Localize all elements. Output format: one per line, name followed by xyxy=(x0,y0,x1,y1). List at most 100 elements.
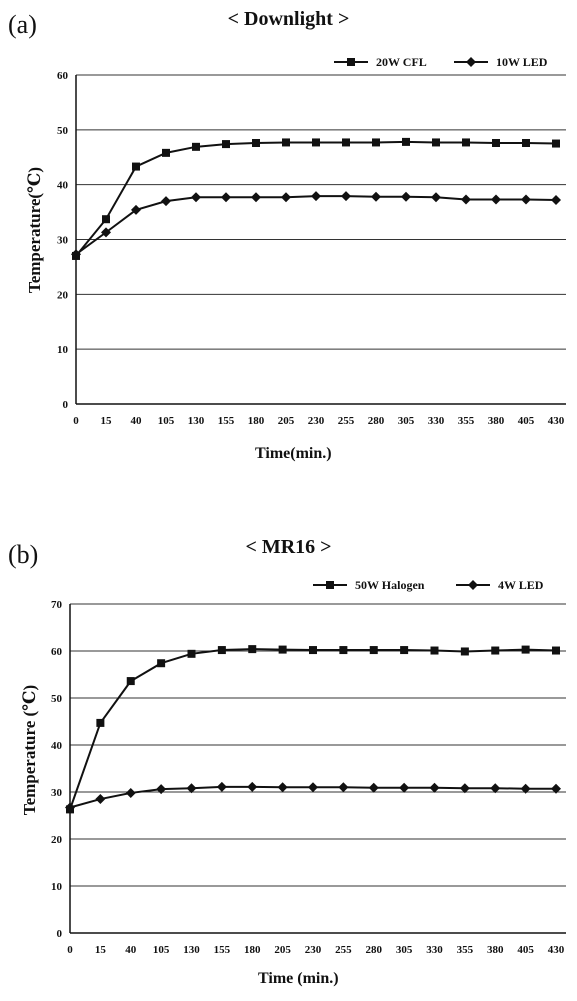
x-tick-label: 380 xyxy=(488,415,505,427)
data-point-square xyxy=(339,646,348,655)
data-point-square xyxy=(282,138,290,147)
x-tick-label: 330 xyxy=(428,415,445,427)
x-tick-label: 430 xyxy=(548,415,565,427)
y-tick-label: 10 xyxy=(51,881,63,893)
panel-label: (a) xyxy=(8,10,37,39)
legend-label: 4W LED xyxy=(498,578,544,592)
data-point-diamond xyxy=(520,783,531,794)
data-point-diamond xyxy=(221,192,231,203)
x-tick-label: 205 xyxy=(274,944,291,956)
data-point-diamond xyxy=(490,783,501,794)
x-tick-label: 230 xyxy=(308,415,325,427)
data-point-diamond xyxy=(156,784,167,795)
legend-marker-diamond xyxy=(466,57,476,67)
x-tick-label: 40 xyxy=(131,415,143,427)
data-point-square xyxy=(222,140,230,149)
data-point-square xyxy=(96,718,105,727)
data-point-diamond xyxy=(186,783,197,794)
x-tick-label: 405 xyxy=(517,944,534,956)
legend-marker-square xyxy=(347,58,355,66)
x-tick-label: 255 xyxy=(335,944,352,956)
chart-title: < MR16 > xyxy=(245,536,332,558)
x-tick-label: 205 xyxy=(278,415,295,427)
data-point-diamond xyxy=(491,194,501,205)
y-tick-label: 60 xyxy=(51,646,63,658)
data-point-diamond xyxy=(125,787,136,798)
x-tick-label: 355 xyxy=(457,944,474,956)
x-tick-label: 180 xyxy=(244,944,261,956)
x-tick-label: 105 xyxy=(158,415,175,427)
data-point-diamond xyxy=(399,782,410,793)
data-point-square xyxy=(430,646,439,655)
x-tick-label: 280 xyxy=(368,415,385,427)
data-point-diamond xyxy=(191,192,201,203)
data-point-diamond xyxy=(459,783,470,794)
legend-marker-diamond xyxy=(468,580,478,590)
data-point-square xyxy=(217,646,226,655)
legend-label: 50W Halogen xyxy=(355,578,425,592)
x-tick-label: 380 xyxy=(487,944,504,956)
data-point-square xyxy=(552,139,560,148)
data-point-diamond xyxy=(341,191,351,202)
x-tick-label: 280 xyxy=(366,944,383,956)
data-point-square xyxy=(126,677,135,686)
data-point-square xyxy=(192,142,200,151)
data-point-square xyxy=(132,162,140,171)
chart-plot-area: 0 10 20 30 40 50 60 70 0 15 40 105 130 155 180 205 230 25… xyxy=(51,578,566,956)
data-point-square xyxy=(252,138,260,147)
x-tick-label: 330 xyxy=(426,944,443,956)
x-tick-label: 130 xyxy=(188,415,205,427)
data-point-diamond xyxy=(461,194,471,205)
data-point-square xyxy=(157,659,166,668)
data-point-diamond xyxy=(371,191,381,202)
data-point-square xyxy=(372,138,380,147)
data-point-diamond xyxy=(65,802,75,813)
data-point-diamond xyxy=(521,194,531,205)
y-tick-label: 0 xyxy=(63,399,69,411)
x-tick-label: 0 xyxy=(67,944,73,956)
x-tick-label: 180 xyxy=(248,415,265,427)
x-tick-label: 155 xyxy=(214,944,231,956)
data-point-square xyxy=(162,148,170,157)
x-tick-label: 155 xyxy=(218,415,235,427)
data-point-diamond xyxy=(71,249,81,260)
x-tick-label: 355 xyxy=(458,415,475,427)
y-tick-label: 60 xyxy=(57,70,69,82)
legend-marker-square xyxy=(326,581,334,589)
legend-label: 20W CFL xyxy=(376,55,427,69)
y-tick-label: 70 xyxy=(51,599,63,611)
data-point-square xyxy=(400,646,409,655)
data-point-square xyxy=(248,645,257,654)
x-tick-label: 15 xyxy=(101,415,113,427)
y-tick-label: 30 xyxy=(51,787,63,799)
data-point-square xyxy=(492,138,500,147)
data-point-diamond xyxy=(281,192,291,203)
data-point-diamond xyxy=(277,782,288,793)
data-point-diamond xyxy=(551,195,561,206)
data-point-square xyxy=(522,138,530,147)
data-point-diamond xyxy=(247,781,258,792)
data-point-diamond xyxy=(216,781,227,792)
chart-plot-area: 0 10 20 30 40 50 60 0 15 40 105 130 155 180 205 230 255 2… xyxy=(57,55,566,427)
data-point-square xyxy=(369,646,378,655)
y-tick-label: 50 xyxy=(57,125,69,137)
data-point-diamond xyxy=(308,782,318,793)
data-point-diamond xyxy=(431,192,441,203)
data-point-diamond xyxy=(101,227,111,238)
chart-title: < Downlight > xyxy=(227,8,350,30)
panel-label: (b) xyxy=(8,540,39,569)
x-tick-label: 130 xyxy=(183,944,200,956)
data-point-diamond xyxy=(368,782,379,793)
x-axis-label: Time (min.) xyxy=(258,970,339,987)
legend-label: 10W LED xyxy=(496,55,548,69)
y-tick-label: 50 xyxy=(51,693,63,705)
data-point-square xyxy=(491,646,500,655)
data-point-diamond xyxy=(551,783,561,794)
series-line xyxy=(75,195,557,256)
x-axis-label: Time(min.) xyxy=(255,445,332,462)
y-tick-label: 20 xyxy=(51,834,63,846)
data-point-diamond xyxy=(95,794,106,805)
x-tick-label: 305 xyxy=(396,944,413,956)
y-tick-label: 0 xyxy=(57,928,63,940)
chart-panel-downlight: (a) < Downlight > Temperature(℃) Time(mi… xyxy=(0,0,577,500)
